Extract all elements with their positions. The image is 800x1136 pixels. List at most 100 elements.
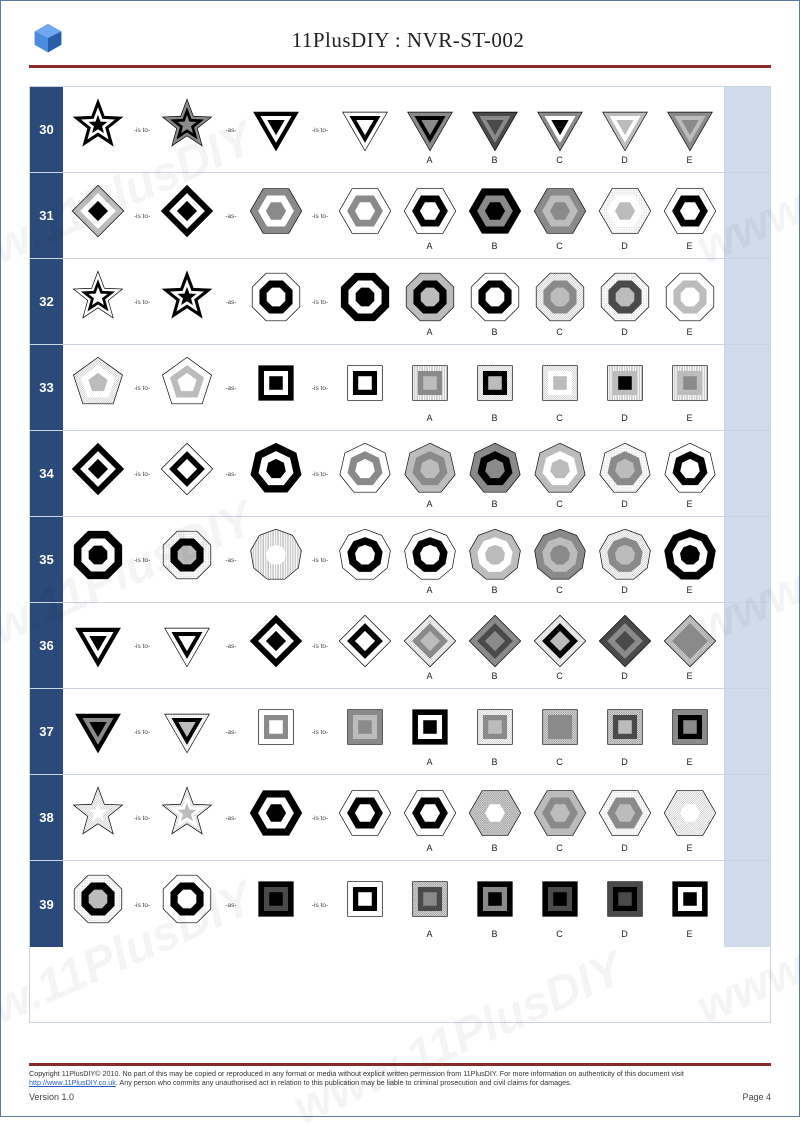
analogy-shape [154, 263, 219, 342]
option-cell: A [397, 521, 462, 600]
option-cell: D [592, 349, 657, 428]
connector-text: -is to- [308, 607, 332, 686]
option-label: A [426, 929, 432, 939]
option-label: B [491, 499, 497, 509]
analogy-shape [332, 349, 397, 428]
answer-column[interactable] [724, 517, 770, 602]
question-number: 31 [30, 173, 63, 258]
option-cell: C [527, 91, 592, 170]
analogy-shape [65, 693, 130, 772]
option-label: E [686, 585, 692, 595]
option-label: D [621, 155, 628, 165]
connector-text: -as- [219, 349, 243, 428]
analogy-shape [332, 607, 397, 686]
analogy-shape [65, 435, 130, 514]
answer-column[interactable] [724, 259, 770, 344]
connector-text: -is to- [308, 177, 332, 256]
answer-column[interactable] [724, 87, 770, 172]
option-cell: E [657, 865, 722, 945]
analogy-shape [332, 521, 397, 600]
question-number: 36 [30, 603, 63, 688]
analogy-shape [243, 607, 308, 686]
option-label: A [426, 757, 432, 767]
option-label: E [686, 413, 692, 423]
connector-text: -is to- [130, 263, 154, 342]
connector-text: -is to- [130, 521, 154, 600]
option-cell: D [592, 607, 657, 686]
option-cell: B [462, 521, 527, 600]
question-body: -is to--as--is to-ABCDE [63, 517, 724, 602]
connector-text: -is to- [130, 349, 154, 428]
option-cell: D [592, 91, 657, 170]
option-cell: B [462, 435, 527, 514]
option-cell: C [527, 779, 592, 858]
analogy-shape [332, 263, 397, 342]
option-cell: A [397, 91, 462, 170]
option-cell: E [657, 91, 722, 170]
answer-column[interactable] [724, 431, 770, 516]
option-label: D [621, 843, 628, 853]
question-body: -is to--as--is to-ABCDE [63, 775, 724, 860]
answer-column[interactable] [724, 603, 770, 688]
option-label: D [621, 327, 628, 337]
question-number: 35 [30, 517, 63, 602]
analogy-shape [332, 91, 397, 170]
analogy-shape [243, 521, 308, 600]
analogy-shape [65, 521, 130, 600]
footer-link[interactable]: http://www.11PlusDIY.co.uk [29, 1078, 116, 1087]
option-cell: C [527, 865, 592, 945]
connector-text: -is to- [130, 779, 154, 858]
question-row: 31-is to--as--is to-ABCDE [30, 173, 770, 259]
analogy-shape [243, 91, 308, 170]
option-label: D [621, 671, 628, 681]
option-cell: B [462, 693, 527, 772]
option-label: B [491, 757, 497, 767]
connector-text: -is to- [308, 521, 332, 600]
option-cell: A [397, 779, 462, 858]
connector-text: -is to- [130, 435, 154, 514]
option-label: A [426, 327, 432, 337]
answer-column[interactable] [724, 173, 770, 258]
analogy-shape [243, 349, 308, 428]
connector-text: -as- [219, 607, 243, 686]
option-cell: D [592, 177, 657, 256]
connector-text: -is to- [130, 865, 154, 945]
analogy-shape [243, 779, 308, 858]
analogy-shape [65, 779, 130, 858]
option-cell: B [462, 607, 527, 686]
option-cell: A [397, 349, 462, 428]
option-cell: C [527, 607, 592, 686]
option-label: D [621, 585, 628, 595]
option-cell: E [657, 349, 722, 428]
option-cell: C [527, 693, 592, 772]
option-label: D [621, 241, 628, 251]
question-body: -is to--as--is to-ABCDE [63, 259, 724, 344]
option-label: B [491, 327, 497, 337]
option-cell: D [592, 865, 657, 945]
option-label: C [556, 843, 563, 853]
answer-column[interactable] [724, 861, 770, 947]
connector-text: -is to- [308, 779, 332, 858]
page-number: Page 4 [742, 1092, 771, 1102]
connector-text: -as- [219, 177, 243, 256]
option-label: A [426, 671, 432, 681]
analogy-shape [243, 865, 308, 945]
analogy-shape [332, 435, 397, 514]
question-number: 30 [30, 87, 63, 172]
option-label: E [686, 671, 692, 681]
analogy-shape [65, 263, 130, 342]
analogy-shape [154, 779, 219, 858]
option-cell: A [397, 693, 462, 772]
analogy-shape [154, 435, 219, 514]
option-label: D [621, 757, 628, 767]
analogy-shape [154, 865, 219, 945]
option-cell: C [527, 349, 592, 428]
option-label: B [491, 413, 497, 423]
option-label: E [686, 327, 692, 337]
answer-column[interactable] [724, 689, 770, 774]
option-cell: B [462, 865, 527, 945]
question-number: 32 [30, 259, 63, 344]
answer-column[interactable] [724, 345, 770, 430]
answer-column[interactable] [724, 775, 770, 860]
logo-icon [29, 21, 67, 59]
